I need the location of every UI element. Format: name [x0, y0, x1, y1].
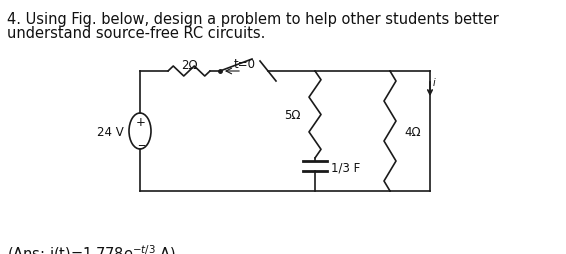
Text: 5Ω: 5Ω	[285, 108, 301, 121]
Text: (Ans: i(t)=1.778e$^{-t/3}$ A): (Ans: i(t)=1.778e$^{-t/3}$ A)	[7, 242, 177, 254]
Text: +: +	[136, 116, 146, 129]
Text: i: i	[433, 78, 436, 88]
Text: 2Ω: 2Ω	[181, 59, 198, 72]
Text: _: _	[138, 133, 144, 146]
Text: 24 V: 24 V	[97, 126, 124, 139]
Text: 4Ω: 4Ω	[404, 125, 421, 138]
Text: 1/3 F: 1/3 F	[331, 161, 360, 174]
Text: understand source-free RC circuits.: understand source-free RC circuits.	[7, 26, 265, 41]
Text: 4. Using Fig. below, design a problem to help other students better: 4. Using Fig. below, design a problem to…	[7, 12, 499, 27]
Text: t=0: t=0	[234, 58, 256, 71]
Ellipse shape	[129, 114, 151, 149]
